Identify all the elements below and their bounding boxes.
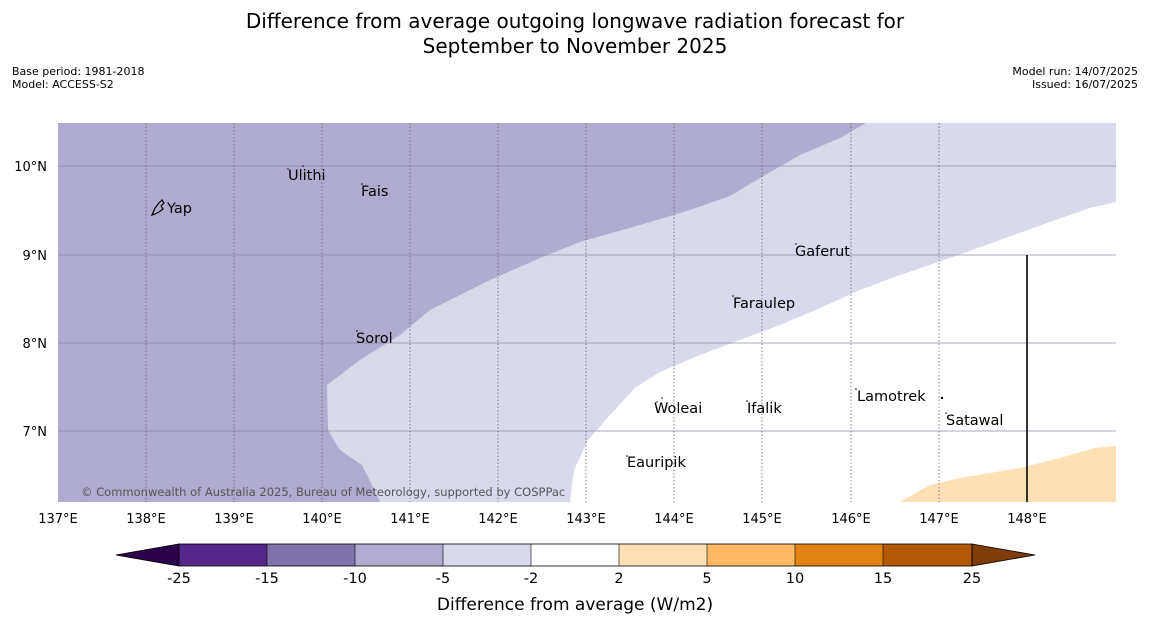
label-faraulep: Faraulep — [733, 296, 795, 312]
meta-right: Model run: 14/07/2025 Issued: 16/07/2025 — [1012, 65, 1138, 91]
label-eauripik: Eauripik — [627, 455, 686, 471]
colorbar-extend-high — [971, 543, 1036, 567]
lon-tick: 147°E — [919, 512, 959, 527]
colorbar-tick: -25 — [167, 571, 191, 587]
grid-lines — [58, 123, 1116, 502]
colorbar-tick: -10 — [343, 571, 367, 587]
lon-tick: 141°E — [390, 512, 430, 527]
label-yap: Yap — [166, 201, 192, 217]
lon-tick: 144°E — [654, 512, 694, 527]
colorbar-tick: -15 — [255, 571, 279, 587]
issued-date: Issued: 16/07/2025 — [1031, 78, 1138, 91]
lon-tick: 146°E — [831, 512, 871, 527]
colorbar-label: Difference from average (W/m2) — [437, 595, 713, 615]
colorbar-tick: -2 — [524, 571, 538, 587]
label-woleai: Woleai — [654, 401, 702, 417]
label-ulithi: Ulithi — [288, 168, 326, 184]
colorbar-swatch — [531, 544, 619, 566]
map-title: Difference from average outgoing longwav… — [0, 9, 1150, 59]
longitude-labels: 137°E 138°E 139°E 140°E 141°E 142°E 143°… — [38, 512, 1047, 527]
lon-tick: 138°E — [126, 512, 166, 527]
colorbar-tick: 15 — [874, 571, 892, 587]
model-run: Model run: 14/07/2025 — [1012, 65, 1138, 78]
base-period: Base period: 1981-2018 — [12, 65, 145, 78]
title-line-1: Difference from average outgoing longwav… — [245, 9, 905, 33]
lon-tick: 143°E — [566, 512, 606, 527]
colorbar-tick: 25 — [963, 571, 981, 587]
lon-tick: 139°E — [214, 512, 254, 527]
colorbar-swatch — [443, 544, 531, 566]
map-panel: Ulithi Fais Yap Gaferut Faraulep Sorol L… — [58, 123, 1116, 502]
colorbar-swatch — [883, 544, 972, 566]
island-dots — [287, 165, 947, 457]
lon-tick: 137°E — [38, 512, 78, 527]
copyright-notice: © Commonwealth of Australia 2025, Bureau… — [81, 485, 565, 499]
colorbar-swatch — [619, 544, 707, 566]
meta-left: Base period: 1981-2018 Model: ACCESS-S2 — [12, 65, 144, 91]
label-satawal: Satawal — [946, 413, 1003, 429]
colorbar-outline — [178, 543, 973, 567]
colorbar-tick: 2 — [614, 571, 623, 587]
lat-tick: 7°N — [23, 425, 48, 440]
colorbar-swatch — [267, 544, 355, 566]
lat-tick: 9°N — [23, 249, 48, 264]
colorbar-extend-low — [115, 543, 180, 567]
colorbar-tick: -5 — [436, 571, 450, 587]
colorbar-swatch — [355, 544, 443, 566]
latitude-labels: 10°N 9°N 8°N 7°N — [14, 160, 47, 440]
colorbar-swatch — [707, 544, 795, 566]
label-sorol: Sorol — [356, 331, 393, 347]
colorbar-ticks: -25 -15 -10 -5 -2 2 5 10 15 25 — [167, 571, 981, 587]
lon-tick: 145°E — [742, 512, 782, 527]
lon-tick: 140°E — [302, 512, 342, 527]
label-lamotrek: Lamotrek — [857, 389, 926, 405]
lat-tick: 8°N — [23, 337, 48, 352]
label-ifalik: Ifalik — [747, 401, 782, 417]
lon-tick: 148°E — [1007, 512, 1047, 527]
colorbar-tick: 5 — [702, 571, 711, 587]
colorbar-swatch — [795, 544, 883, 566]
colorbar-tick: 10 — [786, 571, 804, 587]
label-fais: Fais — [361, 184, 388, 200]
colorbar — [115, 543, 1036, 567]
model-name: Model: ACCESS-S2 — [12, 78, 114, 91]
shade-band-light-orange — [900, 446, 1116, 502]
colorbar-swatch — [179, 544, 267, 566]
label-gaferut: Gaferut — [795, 244, 850, 260]
place-labels: Ulithi Fais Yap Gaferut Faraulep Sorol L… — [166, 168, 1003, 471]
shade-band-mid-purple — [58, 123, 866, 502]
title-line-2: September to November 2025 — [422, 34, 728, 58]
yap-island-shape — [150, 199, 165, 216]
lat-tick: 10°N — [14, 160, 47, 175]
lon-tick: 142°E — [478, 512, 518, 527]
